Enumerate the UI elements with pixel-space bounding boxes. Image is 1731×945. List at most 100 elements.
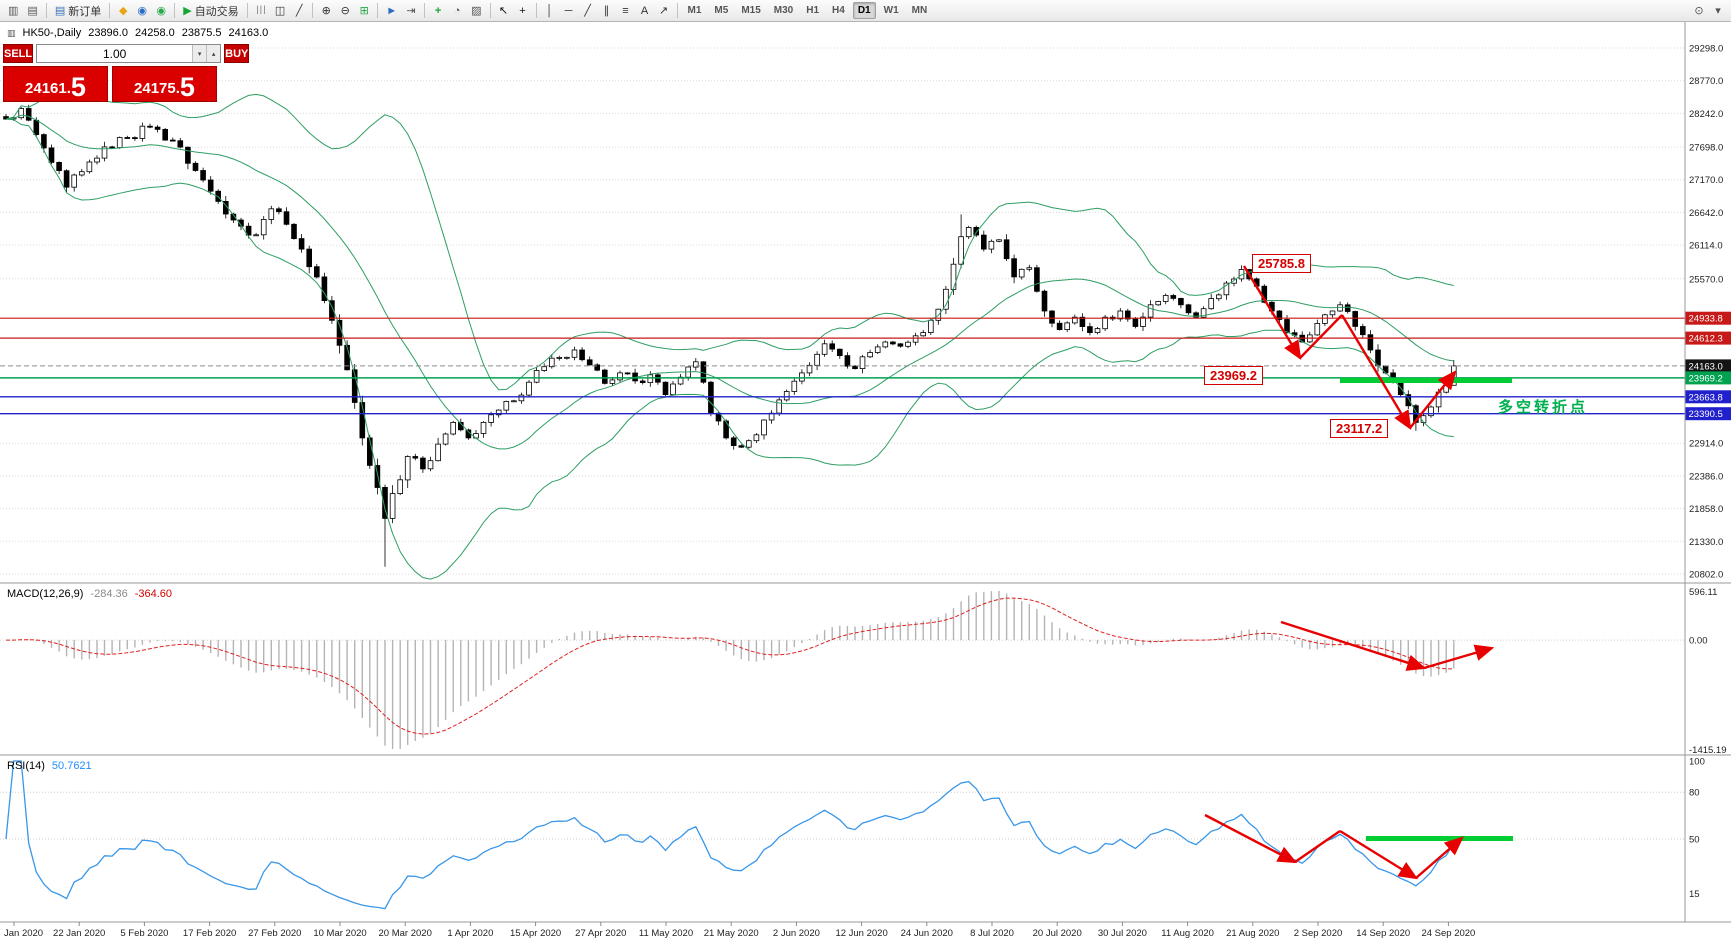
cursor-icon[interactable]: ↖ bbox=[495, 2, 513, 20]
date-axis-label: 1 Apr 2020 bbox=[447, 928, 493, 939]
price-line-24612.3[interactable]: 24612.3 bbox=[0, 331, 1731, 345]
sell-price-frac: 5 bbox=[70, 72, 86, 103]
price-axis-label: 26114.0 bbox=[1689, 241, 1723, 252]
new-chart-icon[interactable]: ▥ bbox=[4, 2, 22, 20]
periods-icon[interactable]: ◔ bbox=[448, 2, 466, 20]
macd-trend-arrows[interactable] bbox=[1280, 620, 1495, 671]
timeframe-d1[interactable]: D1 bbox=[852, 2, 876, 19]
chart-shift-icon[interactable]: ⇥ bbox=[402, 2, 420, 20]
one-click-trading-panel: SELL ▾ ▴ BUY 24161.5 24175.5 bbox=[3, 44, 250, 102]
date-axis-label: 21 Aug 2020 bbox=[1226, 928, 1279, 939]
date-axis: Jan 2020 22 Jan 2020 5 Feb 2020 17 Feb 2020… bbox=[4, 922, 1475, 939]
ohlc-open: 23896.0 bbox=[88, 27, 128, 39]
price-axis-label: 28242.0 bbox=[1689, 109, 1723, 120]
price-annotation-25785.8[interactable]: 25785.8 bbox=[1252, 254, 1311, 273]
price-line-tag: 24933.8 bbox=[1689, 314, 1723, 325]
rsi-indicator-label: RSI(14) 50.7621 bbox=[7, 760, 92, 772]
date-axis-label: 27 Feb 2020 bbox=[248, 928, 301, 939]
trendline-icon[interactable]: ╱ bbox=[579, 2, 597, 20]
metaeditor-icon[interactable]: ◆ bbox=[114, 2, 132, 20]
volume-input[interactable] bbox=[37, 45, 193, 62]
price-line-23969.2[interactable]: 23969.2 bbox=[0, 371, 1731, 385]
zoom-out-icon[interactable]: ⊖ bbox=[336, 2, 354, 20]
candles-chart-icon[interactable]: ◫ bbox=[271, 2, 289, 20]
toolbar-menu-icon: ▾ bbox=[1715, 5, 1721, 17]
buy-price-main: 24175. bbox=[134, 80, 180, 97]
turning-point-label[interactable]: 多空转折点 bbox=[1498, 399, 1589, 416]
toolbar-menu-icon[interactable]: ▾ bbox=[1709, 2, 1727, 20]
rsi-trend-arrows[interactable] bbox=[1204, 813, 1464, 880]
line-chart-icon[interactable]: ╱ bbox=[290, 2, 308, 20]
arrows-object-icon[interactable]: ↗ bbox=[655, 2, 673, 20]
bars-chart-icon[interactable]: │││ bbox=[252, 2, 270, 20]
line-chart-icon: ╱ bbox=[295, 5, 303, 17]
fibonacci-icon: ≡ bbox=[622, 4, 629, 17]
timeframe-w1[interactable]: W1 bbox=[879, 2, 904, 19]
date-axis-label: 20 Mar 2020 bbox=[379, 928, 432, 939]
fibonacci-icon[interactable]: ≡ bbox=[617, 2, 635, 20]
timeframe-m5[interactable]: M5 bbox=[709, 2, 733, 19]
sell-button[interactable]: SELL bbox=[3, 44, 34, 63]
rsi-scale-label: 100 bbox=[1689, 757, 1705, 768]
price-line-tag: 23969.2 bbox=[1689, 373, 1723, 384]
price-line-23390.5[interactable]: 23390.5 bbox=[0, 407, 1731, 421]
zoom-in-icon: ⊕ bbox=[321, 5, 331, 17]
volume-down-button[interactable]: ▾ bbox=[192, 45, 207, 62]
vertical-line-icon[interactable]: │ bbox=[541, 2, 559, 20]
new-order-button[interactable]: ▤ 新订单 bbox=[51, 2, 105, 20]
timeframe-m15[interactable]: M15 bbox=[736, 2, 765, 19]
autoscroll-icon[interactable]: ► bbox=[382, 2, 401, 20]
macd-scale-label: 596.11 bbox=[1689, 587, 1717, 598]
horizontal-line-icon: ─ bbox=[564, 4, 573, 17]
rsi-name: RSI(14) bbox=[7, 760, 45, 772]
timeframe-m1[interactable]: M1 bbox=[683, 2, 707, 19]
price-annotation-23117.2[interactable]: 23117.2 bbox=[1330, 419, 1389, 438]
indicators-icon[interactable]: + bbox=[429, 2, 447, 20]
date-axis-label: 2 Sep 2020 bbox=[1294, 928, 1343, 939]
date-axis-label: 20 Jul 2020 bbox=[1033, 928, 1082, 939]
text-label-icon: A bbox=[640, 4, 649, 17]
timeframe-mn[interactable]: MN bbox=[907, 2, 933, 19]
buy-button[interactable]: BUY bbox=[224, 44, 250, 63]
timeframe-h4[interactable]: H4 bbox=[827, 2, 850, 19]
buy-price-display[interactable]: 24175. 5 bbox=[112, 66, 217, 102]
charts-toggle-icon[interactable]: ◉ bbox=[133, 2, 151, 20]
text-label-icon[interactable]: A bbox=[636, 2, 654, 20]
price-line-24933.8[interactable]: 24933.8 bbox=[0, 311, 1731, 325]
ohlc-high: 24258.0 bbox=[134, 27, 175, 39]
timeframe-m30[interactable]: M30 bbox=[769, 2, 798, 19]
price-line-tag: 24163.0 bbox=[1689, 361, 1723, 372]
horizontal-line-icon[interactable]: ─ bbox=[560, 2, 578, 20]
crosshair-icon: + bbox=[519, 4, 526, 17]
timeframe-h1[interactable]: H1 bbox=[801, 2, 824, 19]
price-line-24163.0[interactable]: 24163.0 bbox=[0, 359, 1731, 373]
sell-price-main: 24161. bbox=[25, 80, 71, 97]
price-annotation-23969.2[interactable]: 23969.2 bbox=[1204, 366, 1263, 385]
charts-toggle-icon: ◉ bbox=[137, 5, 148, 17]
support-highlight-bar[interactable] bbox=[1340, 378, 1512, 383]
macd-histogram bbox=[12, 591, 1455, 749]
sell-price-display[interactable]: 24161. 5 bbox=[3, 66, 108, 102]
rsi-highlight-bar[interactable] bbox=[1366, 836, 1513, 841]
tile-windows-icon[interactable]: ⊞ bbox=[355, 2, 373, 20]
macd-signal-value: -364.60 bbox=[134, 588, 173, 600]
crosshair-icon[interactable]: + bbox=[514, 2, 532, 20]
volume-up-button[interactable]: ▴ bbox=[206, 45, 221, 62]
date-axis-label: 27 Apr 2020 bbox=[575, 928, 626, 939]
price-trend-arrows[interactable] bbox=[1242, 265, 1457, 431]
channel-icon[interactable]: ∥ bbox=[598, 2, 616, 20]
date-axis-label: 10 Mar 2020 bbox=[313, 928, 366, 939]
indicators-icon: + bbox=[434, 4, 442, 17]
search-icon: ⊙ bbox=[1694, 5, 1704, 17]
zoom-in-icon[interactable]: ⊕ bbox=[317, 2, 335, 20]
price-axis-label: 28770.0 bbox=[1689, 76, 1723, 87]
profiles-icon[interactable]: ▤ bbox=[23, 2, 41, 20]
price-line-23663.8[interactable]: 23663.8 bbox=[0, 390, 1731, 404]
templates-icon[interactable]: ▨ bbox=[467, 2, 485, 20]
toolbar-separator bbox=[676, 3, 678, 18]
market-icon[interactable]: ◉ bbox=[152, 2, 170, 20]
autotrade-button[interactable]: ▶ 自动交易 bbox=[179, 2, 242, 20]
search-icon[interactable]: ⊙ bbox=[1690, 2, 1708, 20]
macd-scale-label: 0.00 bbox=[1689, 636, 1708, 647]
